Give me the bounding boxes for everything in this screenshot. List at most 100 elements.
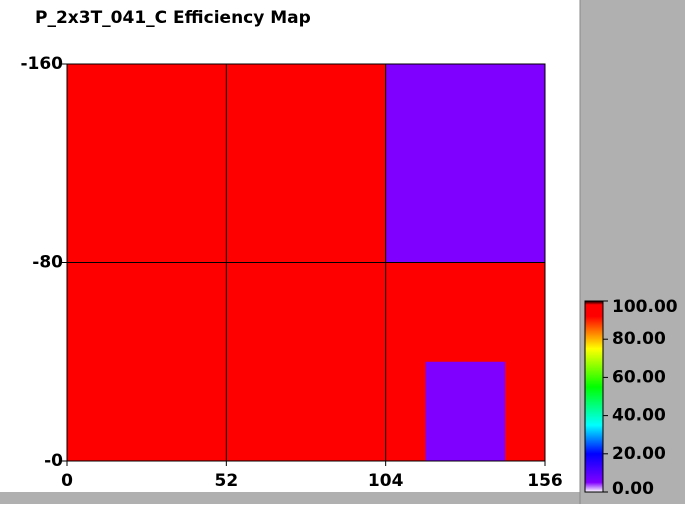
heat-cell (226, 113, 267, 139)
heat-cell (266, 386, 307, 412)
heat-cell (345, 64, 387, 90)
heat-cell (266, 436, 307, 462)
heat-cell (266, 64, 307, 90)
heat-cell (226, 386, 267, 412)
heat-cell (186, 262, 227, 288)
heat-cell (345, 312, 387, 338)
heat-cell (345, 212, 387, 239)
heat-cell (226, 138, 267, 164)
heat-cell (186, 88, 227, 115)
heat-cell (146, 361, 187, 388)
heat-cell (266, 212, 307, 239)
heat-cell (306, 138, 347, 164)
heat-cell (345, 262, 387, 288)
heat-cell (226, 287, 267, 313)
heat-cell (465, 361, 506, 388)
heat-cell (186, 386, 227, 412)
heat-cell (465, 113, 506, 139)
heat-cell (385, 361, 426, 388)
chart-title: P_2x3T_041_C Efficiency Map (35, 8, 311, 28)
heat-cell (226, 262, 267, 288)
heat-cell (67, 138, 108, 164)
heat-cell (266, 138, 307, 164)
colorbar (584, 300, 604, 493)
x-tick-label: 104 (368, 471, 404, 491)
heat-cell (186, 188, 227, 214)
colorbar-tick-label: 20.00 (612, 444, 666, 464)
heat-cell (266, 188, 307, 214)
heat-cell (106, 188, 148, 214)
heat-cell (306, 163, 347, 189)
heat-cell (67, 163, 108, 189)
heat-cell (465, 336, 506, 363)
heat-cell (106, 64, 148, 90)
heat-cell (385, 411, 426, 437)
heat-cell (146, 138, 187, 164)
heat-cell (505, 312, 546, 338)
heat-cell (146, 436, 187, 462)
heat-cell (425, 237, 466, 263)
colorbar-tick-label: 80.00 (612, 329, 666, 349)
heat-cell (385, 138, 426, 164)
heat-cell (186, 64, 227, 90)
x-tick-label: 0 (61, 471, 73, 491)
heat-cell (67, 188, 108, 214)
y-tick-label: -0 (44, 451, 63, 471)
heat-cell (67, 312, 108, 338)
heat-cell (385, 212, 426, 239)
heat-cell (306, 411, 347, 437)
heat-cell (146, 88, 187, 115)
heat-cell (505, 237, 546, 263)
heat-cell (67, 436, 108, 462)
heat-cell (505, 287, 546, 313)
heat-cell (345, 336, 387, 363)
heat-cell (266, 262, 307, 288)
heat-cell (266, 336, 307, 363)
heat-cell (385, 88, 426, 115)
heat-cell (106, 411, 148, 437)
heat-cell (146, 262, 187, 288)
heat-cell (425, 64, 466, 90)
heat-cell (146, 336, 187, 363)
heat-cell (345, 361, 387, 388)
heat-cell (505, 212, 546, 239)
heat-cell (106, 436, 148, 462)
heat-cell (425, 212, 466, 239)
heat-cell (385, 188, 426, 214)
heat-cell (425, 386, 466, 412)
heat-cell (106, 386, 148, 412)
heat-cell (146, 312, 187, 338)
heat-cell (266, 237, 307, 263)
heat-cell (306, 361, 347, 388)
heat-cell (226, 312, 267, 338)
heat-cell (146, 411, 187, 437)
heat-cell (425, 88, 466, 115)
heat-cell (505, 188, 546, 214)
heat-cell (106, 361, 148, 388)
heat-cell (67, 287, 108, 313)
heat-cell (186, 138, 227, 164)
heat-cell (186, 287, 227, 313)
heat-cell (465, 287, 506, 313)
heat-cell (505, 262, 546, 288)
heat-cell (465, 436, 506, 462)
heat-cell (226, 336, 267, 363)
heat-cell (266, 287, 307, 313)
heat-cell (106, 336, 148, 363)
heat-cell (425, 163, 466, 189)
heat-cell (186, 113, 227, 139)
heat-cell (465, 237, 506, 263)
heat-cell (345, 138, 387, 164)
heat-cell (266, 411, 307, 437)
heat-cell (186, 163, 227, 189)
heat-cell (306, 113, 347, 139)
heat-cell (67, 212, 108, 239)
heat-cell (465, 64, 506, 90)
heat-cell (465, 188, 506, 214)
heat-cell (226, 237, 267, 263)
heat-cell (465, 163, 506, 189)
heat-cell (385, 113, 426, 139)
heat-cell (345, 113, 387, 139)
